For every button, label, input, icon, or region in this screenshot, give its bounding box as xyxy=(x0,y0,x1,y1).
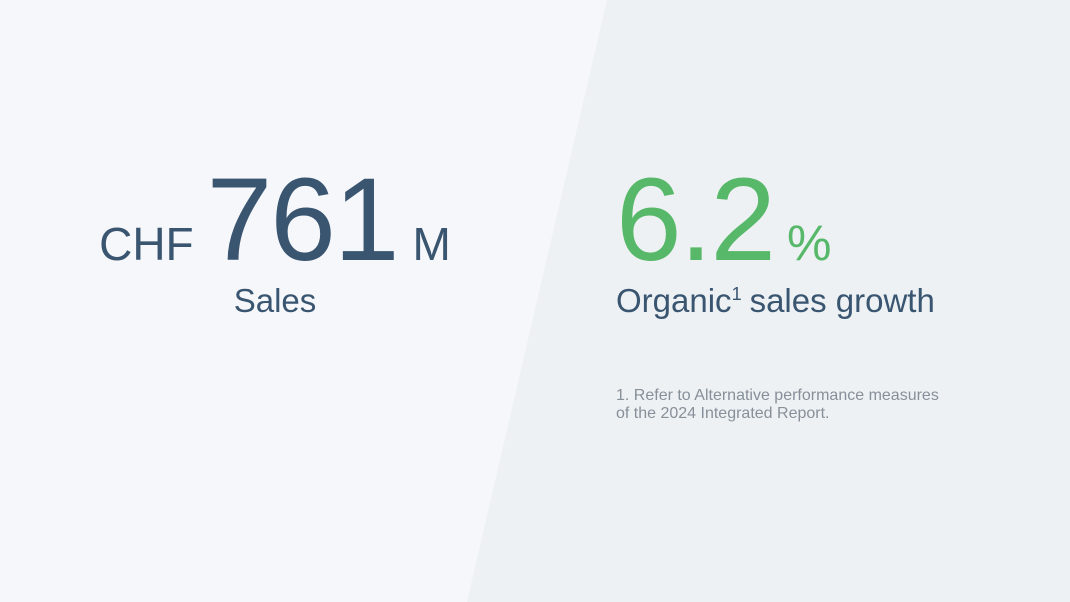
footnote-line-2: of the 2024 Integrated Report. xyxy=(616,405,830,423)
growth-value: 6.2 xyxy=(616,154,776,286)
growth-label-prefix: Organic xyxy=(616,282,732,319)
sales-stat: CHF 761 M Sales xyxy=(0,161,550,321)
growth-label-suffix: sales growth xyxy=(749,282,935,319)
sales-value: 761 xyxy=(206,154,400,286)
sales-unit: M xyxy=(412,218,451,270)
sales-label: Sales xyxy=(233,282,317,319)
footnote-text: 1. Refer to Alternative performance meas… xyxy=(616,387,1056,424)
growth-percent-sign: % xyxy=(787,215,832,271)
sales-currency: CHF xyxy=(99,218,194,270)
growth-figure-row: 6.2 % xyxy=(616,161,1056,279)
organic-growth-stat: 6.2 % Organic1 sales growth 1. Refer to A… xyxy=(616,161,1056,424)
footnote-marker: 1 xyxy=(731,284,742,304)
organic-growth-label: Organic1 sales growth xyxy=(616,281,1056,321)
sales-figure-row: CHF 761 M xyxy=(0,161,550,279)
footnote-line-1: 1. Refer to Alternative performance meas… xyxy=(616,386,939,404)
